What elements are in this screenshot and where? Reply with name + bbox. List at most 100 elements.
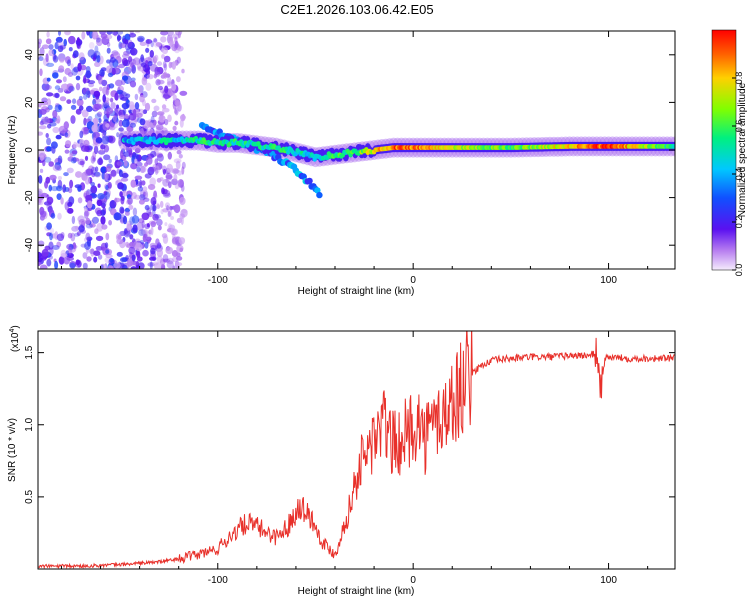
speckle-mark bbox=[162, 254, 169, 263]
speckle-mark bbox=[132, 207, 138, 217]
speckle-mark bbox=[92, 55, 97, 62]
speckle-mark bbox=[58, 125, 67, 134]
speckle-mark bbox=[41, 97, 48, 103]
speckle-mark bbox=[163, 63, 168, 71]
speckle-mark bbox=[166, 205, 170, 211]
speckle-mark bbox=[96, 37, 103, 47]
speckle-mark bbox=[49, 121, 57, 127]
speckle-mark bbox=[128, 147, 133, 156]
speckle-mark bbox=[88, 42, 95, 49]
speckle-mark bbox=[45, 85, 52, 90]
speckle-mark bbox=[154, 262, 162, 269]
speckle-mark bbox=[161, 47, 169, 55]
speckle-mark bbox=[155, 165, 160, 174]
speckle-mark bbox=[63, 83, 68, 92]
speckle-mark bbox=[86, 105, 93, 112]
speckle-mark bbox=[106, 31, 113, 35]
colorbar-frame bbox=[711, 29, 737, 271]
speckle-mark bbox=[85, 66, 91, 74]
speckle-mark bbox=[116, 168, 121, 174]
speckle-mark bbox=[101, 135, 110, 145]
speckle-mark bbox=[164, 222, 168, 227]
speckle-mark bbox=[156, 111, 165, 116]
speckle-mark bbox=[104, 242, 109, 249]
speckle-mark bbox=[129, 47, 138, 56]
speckle-mark bbox=[75, 75, 81, 81]
speckle-mark bbox=[55, 118, 60, 124]
speckle-mark bbox=[151, 110, 158, 118]
speckle-mark bbox=[174, 183, 180, 190]
speckle-mark bbox=[46, 98, 51, 107]
snr-layer bbox=[38, 331, 675, 569]
speckle-mark bbox=[76, 231, 81, 237]
speckle-mark bbox=[134, 102, 140, 110]
speckle-mark bbox=[76, 98, 84, 107]
speckle-mark bbox=[149, 256, 156, 261]
speckle-mark bbox=[64, 187, 70, 192]
speckle-mark bbox=[171, 61, 177, 70]
speckle-mark bbox=[160, 209, 164, 215]
colorbar: 0.0 0.2 0.4 0.6 0.8 Normalized spectral ampl… bbox=[711, 29, 748, 276]
speckle-mark bbox=[95, 246, 103, 251]
speckle-mark bbox=[96, 37, 101, 43]
speckle-mark bbox=[105, 232, 110, 241]
spectrogram-ylabel: Frequency (Hz) bbox=[7, 116, 18, 185]
speckle-mark bbox=[77, 62, 82, 72]
speckle-mark bbox=[38, 175, 43, 184]
speckle-mark bbox=[130, 179, 137, 188]
speckle-mark bbox=[97, 254, 103, 260]
speckle-mark bbox=[145, 231, 151, 240]
speckle-mark bbox=[101, 101, 108, 107]
speckle-mark bbox=[105, 107, 114, 115]
speckle-mark bbox=[131, 215, 140, 224]
speckle-mark bbox=[73, 141, 77, 149]
speckle-mark bbox=[63, 172, 69, 177]
speckle-mark bbox=[146, 74, 154, 80]
speckle-mark bbox=[105, 249, 110, 254]
speckle-mark bbox=[122, 53, 130, 59]
speckle-mark bbox=[63, 38, 67, 47]
y-tick-label: 20 bbox=[24, 96, 35, 108]
speckle-mark bbox=[93, 250, 101, 256]
speckle-mark bbox=[156, 177, 162, 183]
speckle-mark bbox=[114, 107, 119, 117]
speckle-mark bbox=[52, 245, 60, 250]
spectrogram-xlabel: Height of straight line (km) bbox=[298, 286, 415, 297]
speckle-mark bbox=[162, 235, 169, 244]
speckle-mark bbox=[142, 229, 149, 236]
speckle-mark bbox=[52, 126, 60, 134]
colorbar-ticks: 0.0 0.2 0.4 0.6 0.8 bbox=[711, 29, 744, 276]
speckle-mark bbox=[136, 117, 143, 123]
speckle-mark bbox=[135, 161, 143, 167]
speckle-mark bbox=[54, 92, 60, 99]
speckle-mark bbox=[126, 39, 133, 48]
speckle-mark bbox=[164, 118, 169, 126]
speckle-mark bbox=[75, 259, 81, 266]
speckle-mark bbox=[149, 50, 154, 58]
speckle-mark bbox=[54, 85, 61, 90]
speckle-mark bbox=[145, 156, 153, 165]
speckle-mark bbox=[155, 124, 164, 131]
speckle-mark bbox=[139, 165, 146, 174]
speckle-mark bbox=[147, 60, 153, 67]
speckle-mark bbox=[145, 39, 153, 44]
speckle-mark bbox=[85, 217, 91, 225]
colorbar-tick-label: 0.2 bbox=[734, 216, 744, 229]
speckle-mark bbox=[75, 82, 81, 91]
speckle-mark bbox=[176, 244, 184, 253]
figure-title: C2E1.2026.103.06.42.E05 bbox=[280, 2, 433, 17]
speckle-mark bbox=[67, 207, 74, 214]
speckle-mark bbox=[154, 167, 159, 175]
speckle-mark bbox=[178, 154, 183, 159]
speckle-mark bbox=[118, 127, 124, 132]
speckle-mark bbox=[149, 242, 157, 248]
speckle-mark bbox=[94, 61, 101, 67]
speckle-mark bbox=[117, 234, 122, 240]
branch-mark bbox=[306, 177, 313, 185]
speckle-mark bbox=[43, 156, 52, 163]
speckle-mark bbox=[144, 102, 151, 112]
speckle-mark bbox=[155, 42, 162, 47]
speckle-mark bbox=[100, 264, 104, 269]
speckle-mark bbox=[38, 196, 42, 204]
speckle-mark bbox=[178, 237, 186, 245]
